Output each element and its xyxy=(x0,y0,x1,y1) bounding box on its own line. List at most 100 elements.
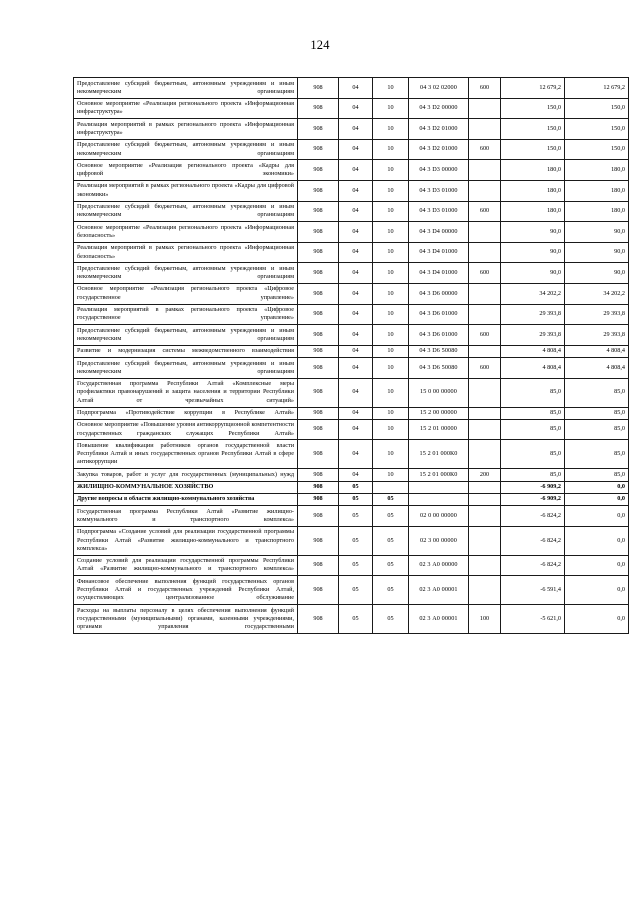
cell-vid-rashoda xyxy=(468,480,501,494)
cell-razdel: 04 xyxy=(338,439,373,470)
cell-vedomstvo: 908 xyxy=(297,179,339,202)
cell-podrazdel: 10 xyxy=(372,357,409,379)
cell-name: Предоставление субсидий бюджетным, автон… xyxy=(73,138,298,161)
cell-vid-rashoda xyxy=(468,159,501,181)
cell-sum-2: 0,0 xyxy=(564,554,629,577)
cell-podrazdel: 05 xyxy=(372,604,409,635)
cell-vid-rashoda: 600 xyxy=(468,262,501,284)
cell-sum-1: 180,0 xyxy=(500,159,565,181)
table-row: ЖИЛИЩНО-КОММУНАЛЬНОЕ ХОЗЯЙСТВО 908 05 -6 90… xyxy=(73,480,629,494)
cell-name: Повышение квалификации работников органо… xyxy=(73,439,298,470)
cell-vedomstvo: 908 xyxy=(297,439,339,470)
cell-celevaya-statya xyxy=(408,492,469,507)
cell-name: Финансовое обеспечение выполнения функци… xyxy=(73,575,298,606)
cell-sum-1: 85,0 xyxy=(500,418,565,441)
cell-podrazdel: 10 xyxy=(372,179,409,202)
cell-name: Реализация мероприятий в рамках регионал… xyxy=(73,179,298,202)
cell-sum-1: 85,0 xyxy=(500,468,565,482)
cell-sum-1: 4 808,4 xyxy=(500,344,565,359)
cell-sum-1: 29 393,8 xyxy=(500,324,565,346)
cell-vid-rashoda: 600 xyxy=(468,77,501,99)
cell-razdel: 04 xyxy=(338,179,373,202)
table-row: Расходы на выплаты персоналу в целях обе… xyxy=(73,604,629,635)
cell-razdel: 04 xyxy=(338,303,373,326)
cell-podrazdel: 10 xyxy=(372,439,409,470)
cell-razdel: 04 xyxy=(338,468,373,482)
cell-vid-rashoda xyxy=(468,303,501,326)
cell-vedomstvo: 908 xyxy=(297,418,339,441)
table-row: Реализация мероприятий в рамках регионал… xyxy=(73,179,629,202)
cell-vid-rashoda: 600 xyxy=(468,357,501,379)
cell-sum-2: 0,0 xyxy=(564,604,629,635)
cell-vid-rashoda xyxy=(468,554,501,577)
cell-sum-2: 4 808,4 xyxy=(564,357,629,379)
cell-sum-1: 180,0 xyxy=(500,179,565,202)
cell-celevaya-statya: 04 3 D2 01000 xyxy=(408,118,469,140)
cell-vedomstvo: 908 xyxy=(297,406,339,420)
cell-sum-2: 180,0 xyxy=(564,159,629,181)
cell-vedomstvo: 908 xyxy=(297,118,339,140)
table-row: Закупка товаров, работ и услуг для госуд… xyxy=(73,468,629,482)
cell-podrazdel xyxy=(372,480,409,494)
cell-razdel: 05 xyxy=(338,492,373,507)
cell-razdel: 04 xyxy=(338,377,373,408)
cell-vedomstvo: 908 xyxy=(297,604,339,635)
cell-sum-1: 90,0 xyxy=(500,241,565,264)
cell-sum-2: 85,0 xyxy=(564,377,629,408)
cell-razdel: 04 xyxy=(338,262,373,284)
cell-celevaya-statya: 02 3 А0 00001 xyxy=(408,604,469,635)
cell-podrazdel: 10 xyxy=(372,200,409,223)
cell-name: Предоставление субсидий бюджетным, автон… xyxy=(73,77,298,99)
cell-celevaya-statya: 04 3 D3 01000 xyxy=(408,200,469,223)
cell-celevaya-statya: 02 3 А0 00001 xyxy=(408,575,469,606)
cell-celevaya-statya: 15 2 00 00000 xyxy=(408,406,469,420)
cell-razdel: 05 xyxy=(338,554,373,577)
table-row: Предоставление субсидий бюджетным, автон… xyxy=(73,138,629,161)
cell-podrazdel: 05 xyxy=(372,525,409,556)
budget-table-body: Предоставление субсидий бюджетным, автон… xyxy=(73,77,629,635)
table-row: Предоставление субсидий бюджетным, автон… xyxy=(73,262,629,284)
cell-vid-rashoda: 600 xyxy=(468,138,501,161)
table-row: Предоставление субсидий бюджетным, автон… xyxy=(73,200,629,223)
cell-vid-rashoda xyxy=(468,505,501,527)
table-row: Предоставление субсидий бюджетным, автон… xyxy=(73,357,629,379)
cell-vedomstvo: 908 xyxy=(297,221,339,243)
cell-vid-rashoda xyxy=(468,179,501,202)
cell-vedomstvo: 908 xyxy=(297,97,339,120)
cell-podrazdel: 05 xyxy=(372,554,409,577)
cell-sum-1: -6 824,2 xyxy=(500,525,565,556)
cell-vedomstvo: 908 xyxy=(297,324,339,346)
cell-razdel: 04 xyxy=(338,118,373,140)
cell-sum-2: 29 393,8 xyxy=(564,324,629,346)
cell-name: ЖИЛИЩНО-КОММУНАЛЬНОЕ ХОЗЯЙСТВО xyxy=(73,480,298,494)
cell-sum-2: 29 393,8 xyxy=(564,303,629,326)
cell-celevaya-statya: 02 0 00 00000 xyxy=(408,505,469,527)
cell-name: Расходы на выплаты персоналу в целях обе… xyxy=(73,604,298,635)
cell-sum-1: -6 824,2 xyxy=(500,554,565,577)
cell-celevaya-statya: 04 3 D2 01000 xyxy=(408,138,469,161)
cell-sum-2: 0,0 xyxy=(564,492,629,507)
cell-sum-1: 150,0 xyxy=(500,138,565,161)
cell-name: Государственная программа Республики Алт… xyxy=(73,377,298,408)
cell-vedomstvo: 908 xyxy=(297,262,339,284)
cell-podrazdel: 10 xyxy=(372,159,409,181)
cell-sum-1: 4 808,4 xyxy=(500,357,565,379)
table-row: Развитие и модернизация системы межведом… xyxy=(73,344,629,359)
cell-podrazdel: 10 xyxy=(372,324,409,346)
cell-sum-1: -6 909,2 xyxy=(500,492,565,507)
cell-sum-2: 90,0 xyxy=(564,221,629,243)
cell-vid-rashoda: 600 xyxy=(468,324,501,346)
cell-sum-2: 180,0 xyxy=(564,200,629,223)
cell-vid-rashoda xyxy=(468,525,501,556)
cell-sum-1: 29 393,8 xyxy=(500,303,565,326)
cell-razdel: 04 xyxy=(338,221,373,243)
cell-name: Предоставление субсидий бюджетным, автон… xyxy=(73,324,298,346)
cell-sum-1: 12 679,2 xyxy=(500,77,565,99)
cell-podrazdel: 05 xyxy=(372,575,409,606)
cell-podrazdel: 10 xyxy=(372,262,409,284)
cell-vedomstvo: 908 xyxy=(297,468,339,482)
table-row: Создание условий для реализации государс… xyxy=(73,554,629,577)
cell-vedomstvo: 908 xyxy=(297,200,339,223)
cell-vedomstvo: 908 xyxy=(297,282,339,305)
